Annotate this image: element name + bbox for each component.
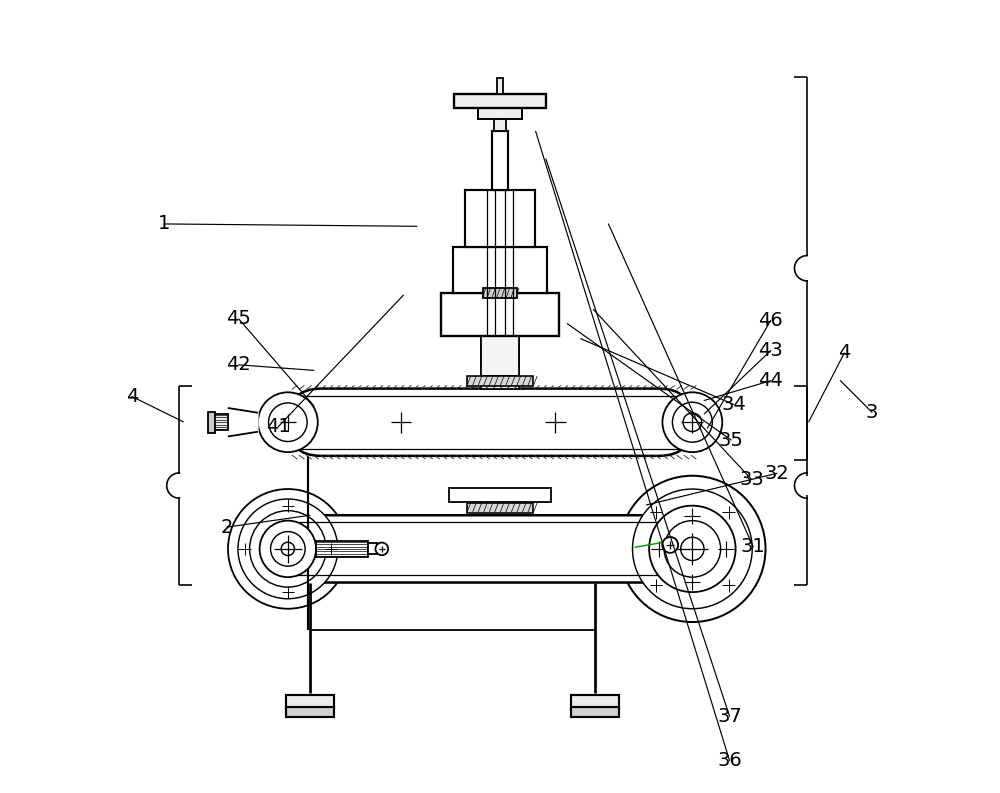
Circle shape [271, 531, 305, 566]
Circle shape [258, 393, 318, 452]
Bar [453, 247, 547, 293]
Text: 36: 36 [717, 751, 742, 770]
Circle shape [228, 489, 348, 609]
Bar [571, 695, 619, 709]
Circle shape [672, 402, 712, 442]
Text: 1: 1 [157, 214, 170, 233]
Circle shape [281, 542, 294, 556]
Circle shape [664, 521, 721, 577]
Text: 45: 45 [226, 309, 251, 328]
Circle shape [633, 489, 752, 609]
Circle shape [269, 403, 307, 442]
Text: 46: 46 [758, 311, 783, 330]
Circle shape [681, 537, 704, 561]
Bar [481, 336, 519, 376]
Bar [208, 412, 215, 432]
Bar [571, 707, 619, 717]
Circle shape [619, 476, 766, 622]
Bar [286, 707, 334, 717]
Bar [494, 119, 506, 131]
FancyBboxPatch shape [288, 389, 692, 456]
Text: 42: 42 [226, 355, 251, 374]
Text: 4: 4 [126, 387, 138, 406]
Bar [492, 131, 508, 190]
Bar [214, 414, 228, 430]
Text: 31: 31 [741, 538, 766, 557]
Bar [467, 503, 533, 513]
Text: 2: 2 [221, 518, 233, 537]
Bar [465, 190, 535, 247]
Circle shape [260, 521, 316, 577]
Text: 37: 37 [717, 707, 742, 726]
Circle shape [662, 393, 722, 452]
Text: 44: 44 [758, 371, 783, 390]
Bar [467, 376, 533, 386]
Circle shape [375, 542, 388, 555]
Circle shape [649, 506, 736, 592]
Bar [286, 695, 334, 709]
Text: 43: 43 [758, 341, 783, 360]
Polygon shape [228, 408, 258, 436]
Text: 4: 4 [838, 343, 851, 362]
Bar [497, 79, 503, 94]
Circle shape [683, 413, 702, 431]
Bar [316, 541, 368, 557]
Text: 34: 34 [721, 395, 746, 414]
Bar [483, 288, 517, 297]
Text: 32: 32 [765, 464, 789, 483]
Circle shape [662, 537, 678, 553]
Bar [481, 317, 519, 389]
Bar [441, 293, 559, 336]
Circle shape [238, 499, 338, 599]
Text: 3: 3 [866, 403, 878, 422]
Circle shape [250, 511, 326, 587]
Bar [368, 543, 377, 554]
Bar [478, 109, 522, 119]
Bar [454, 94, 546, 109]
Bar [449, 488, 551, 502]
Text: 35: 35 [719, 431, 744, 450]
Text: 41: 41 [266, 417, 291, 436]
FancyBboxPatch shape [288, 515, 692, 583]
Text: 33: 33 [739, 470, 764, 489]
